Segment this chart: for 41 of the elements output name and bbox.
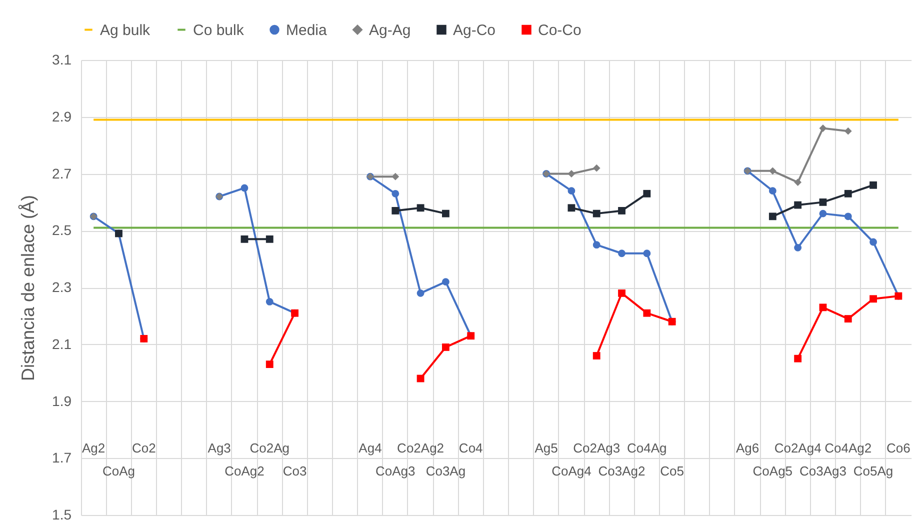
legend-label: Media: [286, 22, 328, 39]
x-tick-label: Co3Ag3: [799, 464, 846, 478]
x-tick-label: Co4: [458, 440, 483, 456]
x-tick-label: Co2Ag4: [774, 440, 822, 456]
legend-label: Co bulk: [193, 22, 244, 39]
x-tick-label: Co3: [282, 464, 307, 478]
x-tick-label: Co4Ag2: [824, 440, 872, 456]
x-tick-label: Ag6: [736, 440, 760, 456]
y-tick-label: 2.5: [52, 222, 72, 238]
x-tick-label: Ag4: [358, 440, 382, 456]
x-tick-label: Co2Ag: [250, 440, 290, 456]
y-tick-label: 2.1: [52, 336, 72, 352]
x-tick-label: CoAg4: [552, 464, 592, 478]
y-tick-label: 1.7: [52, 450, 72, 466]
y-tick-label: 1.9: [52, 392, 72, 409]
y-tick-label: 2.7: [52, 165, 72, 182]
x-tick-label: CoAg: [102, 464, 135, 478]
x-tick-label: Co4Ag: [627, 440, 667, 456]
x-tick-label: Co2: [132, 440, 156, 456]
x-tick-label: Co3Ag2: [598, 464, 646, 478]
x-tick-label: Ag3: [208, 440, 231, 456]
y-tick-label: 2.3: [52, 279, 72, 295]
y-tick-label: 1.5: [52, 506, 72, 522]
x-tick-label: Co2Ag2: [397, 440, 444, 456]
x-tick-label: Co6: [886, 440, 910, 456]
x-tick-label: CoAg5: [752, 464, 793, 478]
x-tick-label: Co5: [660, 464, 684, 478]
x-tick-label: Co3Ag: [426, 464, 466, 478]
legend-label: Ag bulk: [100, 22, 151, 39]
legend-label: Ag-Co: [453, 22, 496, 39]
legend-label: Co-Co: [538, 22, 582, 39]
x-tick-label: Ag2: [82, 440, 106, 456]
x-tick-label: Ag5: [534, 440, 558, 456]
y-tick-label: 2.9: [52, 108, 72, 124]
y-axis-title: Distancia de enlace (Å): [18, 194, 38, 382]
y-tick-label: 3.1: [52, 52, 72, 68]
x-tick-label: Co2Ag3: [573, 440, 620, 456]
x-tick-label: CoAg3: [376, 464, 416, 478]
x-tick-label: CoAg2: [224, 464, 264, 478]
legend-label: Ag-Ag: [369, 22, 411, 39]
x-tick-label: Co5Ag: [853, 464, 894, 478]
